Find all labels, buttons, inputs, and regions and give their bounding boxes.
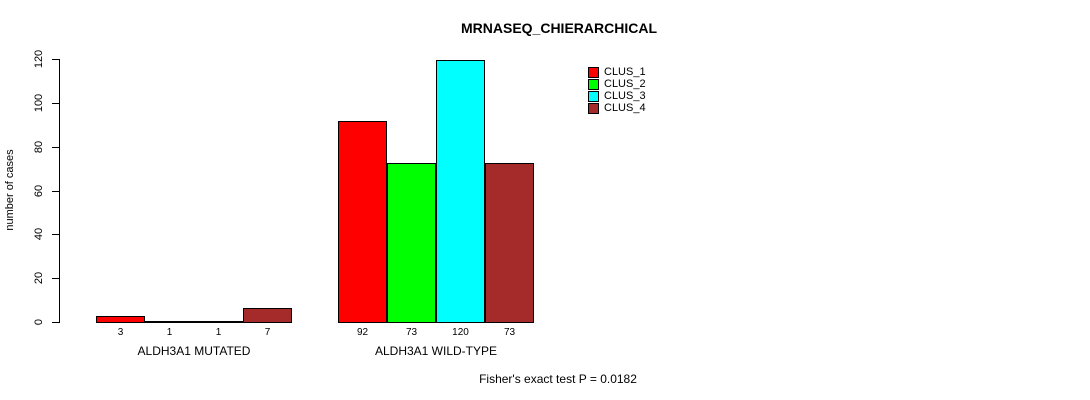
legend-swatch-icon	[588, 103, 599, 114]
bar-value-label: 73	[405, 327, 418, 338]
y-axis-tick-label: 120	[33, 49, 45, 69]
bar-clus_3-group1	[194, 320, 243, 323]
legend-row-clus_3: CLUS_3	[588, 91, 646, 102]
bar-value-label: 3	[117, 327, 124, 338]
legend-row-clus_2: CLUS_2	[588, 79, 646, 90]
bar-value-label: 92	[356, 327, 369, 338]
legend-label: CLUS_4	[604, 102, 646, 114]
y-axis-tick-mark	[52, 278, 59, 280]
bar-clus_1-group1	[96, 316, 145, 323]
y-axis-tick-mark	[52, 59, 59, 60]
bar-value-label: 1	[166, 327, 173, 338]
y-axis-tick-label: 100	[33, 93, 45, 113]
bar-clus_1-group2	[338, 121, 387, 323]
bar-clus_2-group1	[145, 320, 194, 323]
legend-swatch-icon	[588, 91, 599, 102]
y-axis-tick-label: 20	[33, 272, 45, 285]
legend-label: CLUS_3	[604, 90, 646, 102]
group-label-1: ALDH3A1 MUTATED	[137, 344, 251, 358]
legend-swatch-icon	[588, 67, 599, 78]
bar-clus_4-group2	[485, 163, 534, 323]
y-axis-tick-label: 40	[33, 228, 45, 241]
y-axis-label: number of cases	[4, 149, 16, 231]
bar-clus_4-group1	[243, 307, 292, 323]
legend-row-clus_4: CLUS_4	[588, 103, 646, 114]
annotation-text: Fisher's exact test P = 0.0182	[479, 372, 637, 386]
y-axis-tick-mark	[52, 102, 59, 104]
bar-clus_2-group2	[387, 163, 436, 323]
y-axis-tick-mark	[52, 322, 59, 323]
y-axis-tick-label: 80	[33, 140, 45, 153]
chart-title: MRNASEQ_CHIERARCHICAL	[460, 20, 657, 36]
group-label-2: ALDH3A1 WILD-TYPE	[374, 344, 498, 358]
y-axis-tick-label: 60	[33, 184, 45, 197]
legend-row-clus_1: CLUS_1	[588, 67, 646, 78]
y-axis-tick-mark	[52, 146, 59, 148]
bar-value-label: 1	[215, 327, 222, 338]
legend-label: CLUS_2	[604, 78, 646, 90]
y-axis-tick-label: 0	[33, 318, 45, 326]
legend-swatch-icon	[588, 79, 599, 90]
bar-value-label: 73	[503, 327, 516, 338]
y-axis-line	[59, 59, 60, 323]
bar-value-label: 7	[264, 327, 271, 338]
bar-clus_3-group2	[436, 60, 485, 323]
bar-value-label: 120	[452, 327, 469, 338]
legend-label: CLUS_1	[604, 66, 646, 78]
legend: CLUS_1 CLUS_2 CLUS_3 CLUS_4	[588, 67, 646, 114]
y-axis-tick-mark	[52, 190, 59, 192]
y-axis-tick-mark	[52, 234, 59, 236]
